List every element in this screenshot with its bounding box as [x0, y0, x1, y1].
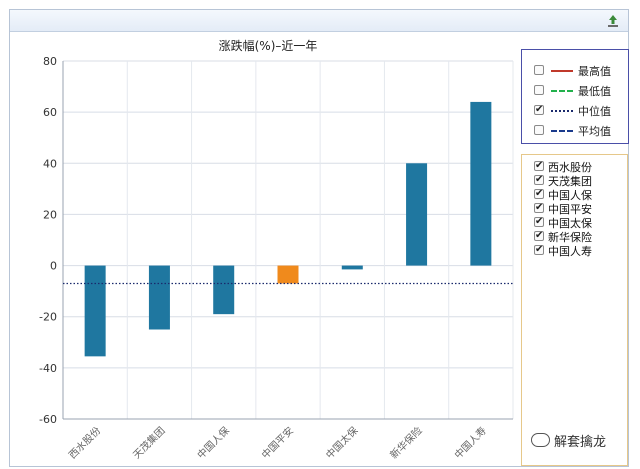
wechat-icon	[531, 433, 550, 447]
legend-checkbox-median[interactable]: ✔	[534, 104, 544, 115]
series-filter-list: ✔ 西水股份 ✔ 天茂集团 ✔ 中国人保 ✔ 中国平安 ✔ 中国太保 ✔ 新华保…	[521, 154, 628, 466]
legend-label-mean: 平均值	[578, 125, 611, 138]
bar	[277, 265, 299, 284]
legend-item-max[interactable]: 最高值	[522, 62, 628, 80]
plot-area	[63, 61, 513, 419]
export-icon[interactable]	[606, 13, 620, 27]
max-line-sample	[551, 70, 573, 72]
series-checkbox[interactable]: ✔	[534, 202, 544, 213]
series-label: 西水股份	[548, 161, 592, 174]
bar	[148, 265, 170, 330]
series-checkbox[interactable]: ✔	[534, 174, 544, 185]
series-checkbox[interactable]: ✔	[534, 230, 544, 241]
series-label: 中国人寿	[548, 245, 592, 258]
series-item[interactable]: ✔ 新华保险	[522, 229, 627, 244]
y-tick-label: 80	[43, 55, 57, 68]
legend-item-mean[interactable]: 平均值	[522, 122, 628, 140]
legend-label-min: 最低值	[578, 85, 611, 98]
x-tick-label: 中国平安	[259, 424, 296, 461]
series-item[interactable]: ✔ 中国人寿	[522, 243, 627, 258]
median-line-sample	[551, 110, 573, 112]
watermark-text: 解套擒龙	[554, 435, 607, 450]
legend-label-max: 最高值	[578, 65, 611, 78]
bar	[213, 265, 235, 315]
legend-checkbox-min[interactable]	[534, 85, 544, 95]
reference-line-legend: 最高值 最低值 ✔ 中位值 平均值	[521, 49, 629, 144]
y-tick-label: -40	[39, 362, 57, 375]
y-tick-label: 20	[43, 208, 57, 221]
y-tick-label: 40	[43, 157, 57, 170]
series-item[interactable]: ✔ 天茂集团	[522, 173, 627, 188]
series-item[interactable]: ✔ 西水股份	[522, 159, 627, 174]
series-item[interactable]: ✔ 中国平安	[522, 201, 627, 216]
legend-label-median: 中位值	[578, 105, 611, 118]
series-label: 天茂集团	[548, 175, 592, 188]
y-tick-label: 0	[50, 260, 57, 273]
bar	[341, 265, 363, 270]
x-tick-label: 中国太保	[323, 424, 360, 461]
series-item[interactable]: ✔ 中国人保	[522, 187, 627, 202]
min-line-sample	[551, 90, 573, 92]
series-label: 新华保险	[548, 231, 592, 244]
mean-line-sample	[551, 130, 573, 132]
x-tick-label: 中国人寿	[452, 424, 489, 461]
series-checkbox[interactable]: ✔	[534, 188, 544, 199]
x-tick-label: 新华保险	[387, 424, 424, 461]
series-label: 中国太保	[548, 217, 592, 230]
legend-checkbox-max[interactable]	[534, 65, 544, 75]
series-checkbox[interactable]: ✔	[534, 216, 544, 227]
bar	[406, 163, 428, 266]
watermark: 解套擒龙	[531, 431, 606, 450]
y-tick-label: 60	[43, 106, 57, 119]
x-tick-label: 天茂集团	[130, 424, 167, 461]
chart-title: 涨跌幅(%)–近一年	[219, 38, 318, 53]
legend-checkbox-mean[interactable]	[534, 125, 544, 135]
y-tick-label: -20	[39, 311, 57, 324]
y-tick-label: -60	[39, 413, 57, 426]
series-label: 中国人保	[548, 189, 592, 202]
series-checkbox[interactable]: ✔	[534, 160, 544, 171]
series-checkbox[interactable]: ✔	[534, 244, 544, 255]
series-item[interactable]: ✔ 中国太保	[522, 215, 627, 230]
legend-item-median[interactable]: ✔ 中位值	[522, 102, 628, 120]
bar	[470, 101, 492, 266]
toolbar	[10, 10, 628, 32]
series-label: 中国平安	[548, 203, 592, 216]
legend-item-min[interactable]: 最低值	[522, 82, 628, 100]
x-tick-label: 中国人保	[194, 424, 231, 461]
x-tick-label: 西水股份	[66, 425, 103, 462]
bar	[84, 265, 106, 357]
